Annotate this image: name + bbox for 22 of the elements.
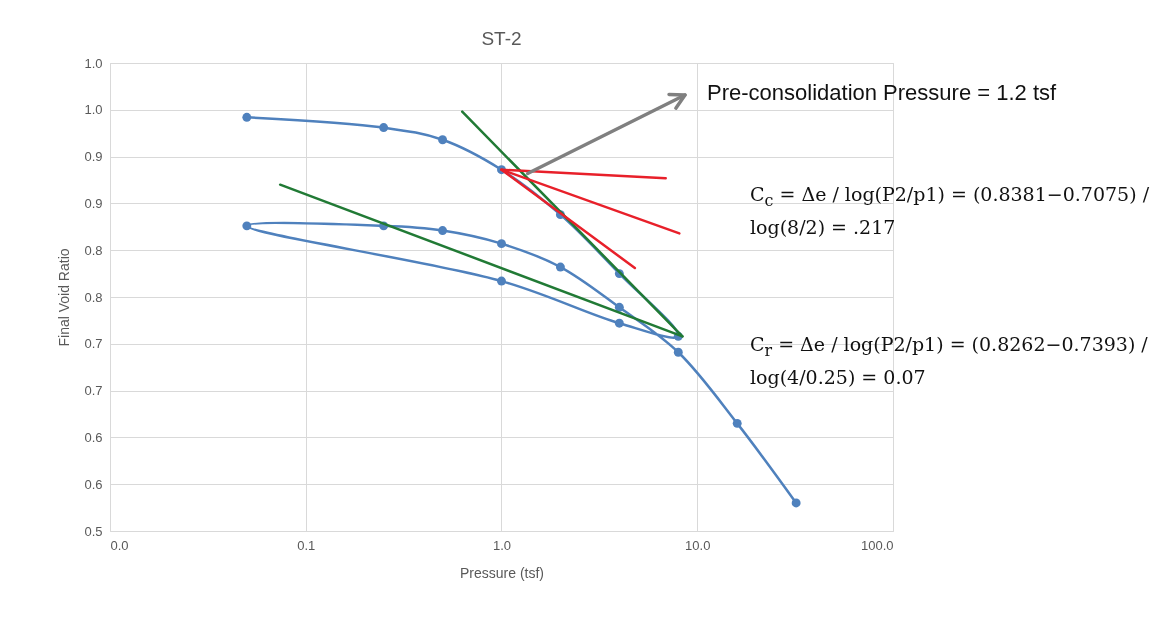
x-tick-label: 0.0 [110,537,129,553]
y-axis-title: Final Void Ratio [56,248,73,347]
y-tick-label: 0.7 [84,336,103,352]
x-tick-label: 1.0 [492,537,512,553]
x-axis-title: Pressure (tsf) [459,564,545,581]
y-tick-label: 0.6 [84,429,103,445]
y-tick-label: 0.9 [84,195,103,211]
x-tick-label: 10.0 [685,537,711,553]
annotation: C$_{r}$ = Δe / log(P2/p1) = (0.8262−0.7393) / log(4/0.25) = 0.07 [750,332,1149,390]
y-tick-label: 0.8 [84,242,103,258]
annotation: Pre-consolidation Pressure = 1.2 tsf [707,80,1057,106]
y-tick-label: 1.0 [84,102,103,118]
y-tick-label: 0.6 [84,476,103,492]
chart-title: ST-2 [481,28,522,49]
x-tick-label: 0.1 [297,537,316,553]
y-tick-label: 0.5 [84,523,103,539]
y-tick-label: 1.0 [84,55,103,71]
y-tick-label: 0.9 [84,149,103,165]
annotation: C$_{c}$ = Δe / log(P2/p1) = (0.8381−0.7075) / log(8/2) = .217 [750,182,1151,240]
y-tick-label: 0.7 [84,383,103,399]
y-tick-label: 0.8 [84,289,103,305]
x-tick-label: 100.0 [860,537,894,553]
